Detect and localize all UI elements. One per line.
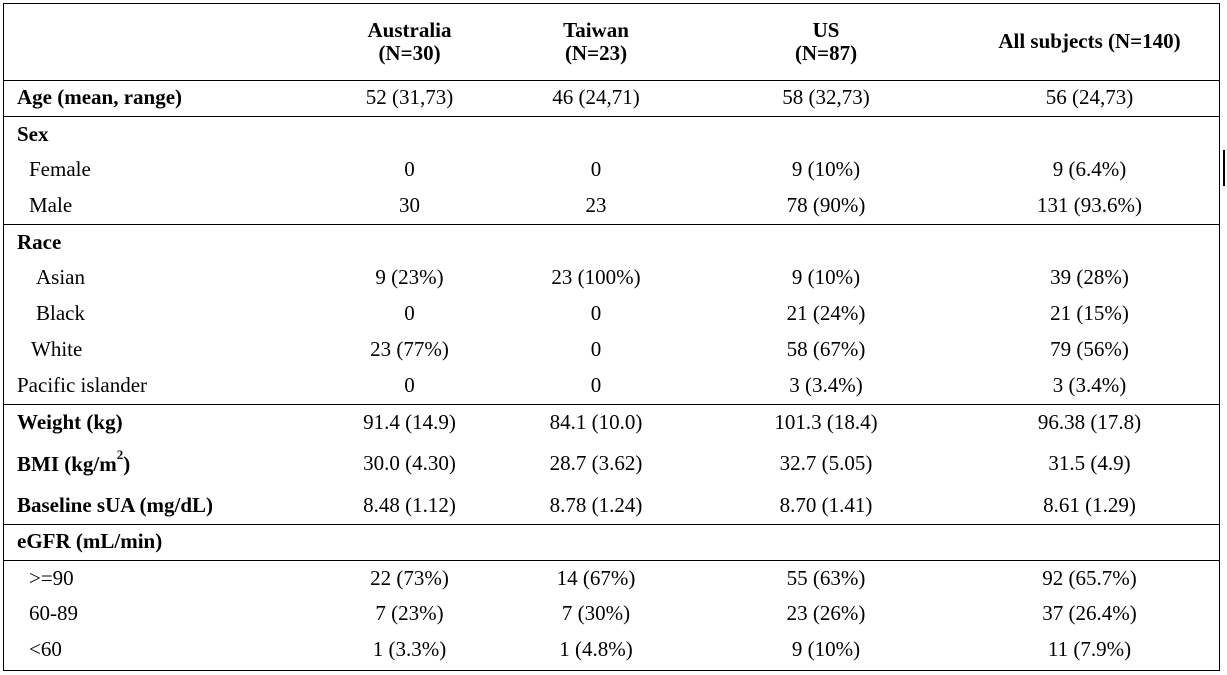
cell-value: 7 (23%) — [375, 601, 444, 626]
cell-value: 0 — [590, 157, 602, 182]
cell-value: 131 (93.6%) — [1037, 193, 1142, 218]
cell-value: 92 (65.7%) — [960, 559, 1219, 596]
row-label: BMI (kg/m2) — [17, 446, 131, 476]
section-label: Race — [4, 223, 319, 260]
cell-value: 0 — [404, 157, 415, 182]
row-label: Weight (kg) — [4, 403, 319, 440]
cell-value: 9 (10%) — [791, 265, 861, 290]
cell-value: 0 — [590, 301, 602, 326]
cell-value: 37 (26.4%) — [1042, 601, 1137, 626]
table-row-egfr-60-89: 60-89 7 (23%) 7 (30%) 23 (26%) 37 (26.4%… — [4, 596, 1219, 632]
cell-value: 0 — [404, 373, 415, 398]
cell-value: 55 (63%) — [692, 559, 960, 596]
row-label: Asian — [36, 265, 85, 290]
cell-value: 23 (77%) — [370, 337, 449, 362]
table-row-pacific-islander: Pacific islander 0 0 3 (3.4%) 3 (3.4%) — [4, 368, 1219, 404]
row-label: 60-89 — [29, 601, 78, 626]
cell-value: 56 (24,73) — [1045, 85, 1134, 110]
cell-value: 8.70 (1.41) — [779, 493, 873, 518]
table-row-baseline-sua: Baseline sUA (mg/dL) 8.48 (1.12) 8.78 (1… — [4, 488, 1219, 524]
cell-value: 9 (10%) — [791, 637, 861, 662]
row-label: Black — [36, 301, 85, 326]
cell-value: 9 (6.4%) — [1052, 157, 1127, 182]
cell-value: 0 — [590, 373, 602, 398]
table-row-sex-heading: Sex — [4, 115, 1219, 152]
cell-value: 9 (23%) — [375, 265, 444, 290]
row-label: White — [31, 337, 83, 362]
demographics-table: Australia (N=30) Taiwan (N=23) US (N=87)… — [4, 4, 1219, 668]
row-label: Baseline sUA (mg/dL) — [17, 493, 214, 518]
cell-value: 91.4 (14.9) — [319, 403, 500, 440]
table-row-male: Male 30 23 78 (90%) 131 (93.6%) — [4, 188, 1219, 224]
row-label: Age (mean, range) — [17, 85, 183, 110]
cell-value: 21 (15%) — [1050, 301, 1129, 326]
table-row-age: Age (mean, range) 52 (31,73) 46 (24,71) … — [4, 80, 1219, 116]
cell-value: 58 (32,73) — [782, 85, 870, 110]
section-label: eGFR (mL/min) — [4, 523, 319, 560]
table-frame — [3, 3, 1220, 671]
cell-value: 101.3 (18.4) — [692, 403, 960, 440]
cell-value: 21 (24%) — [786, 301, 866, 326]
cell-value: 39 (28%) — [1050, 265, 1129, 290]
header-australia: Australia (N=30) — [319, 4, 500, 81]
cell-value: 31.5 (4.9) — [1048, 451, 1131, 476]
table-row-egfr-lt60: <60 1 (3.3%) 1 (4.8%) 9 (10%) 11 (7.9%) — [4, 632, 1219, 668]
cell-value: 46 (24,71) — [552, 85, 640, 110]
header-all-subjects: All subjects (N=140) — [960, 4, 1219, 81]
cell-value: 3 (3.4%) — [789, 373, 863, 398]
row-label: >=90 — [4, 559, 319, 596]
cell-value: 30 — [399, 193, 420, 218]
table-row-weight: Weight (kg) 91.4 (14.9) 84.1 (10.0) 101.… — [4, 403, 1219, 440]
cell-value: 22 (73%) — [319, 559, 500, 596]
cell-value: 7 (30%) — [561, 601, 631, 626]
table-row-asian: Asian 9 (23%) 23 (100%) 9 (10%) 39 (28%) — [4, 260, 1219, 296]
cell-value: 23 (100%) — [551, 265, 641, 290]
header-us: US (N=87) — [692, 4, 960, 81]
table-row-female: Female 0 0 9 (10%) 9 (6.4%) — [4, 152, 1219, 188]
cell-value: 8.61 (1.29) — [1043, 493, 1136, 518]
cell-value: 8.48 (1.12) — [363, 493, 456, 518]
cell-value: 30.0 (4.30) — [363, 451, 456, 476]
cell-value: 0 — [590, 337, 602, 362]
table-row-black: Black 0 0 21 (24%) 21 (15%) — [4, 296, 1219, 332]
cell-value: 79 (56%) — [1050, 337, 1129, 362]
cell-value: 1 (3.3%) — [372, 637, 447, 662]
table-row-egfr-heading: eGFR (mL/min) — [4, 523, 1219, 560]
row-label: Female — [29, 157, 91, 182]
cell-value: 28.7 (3.62) — [549, 451, 643, 476]
header-blank — [4, 4, 319, 81]
cell-value: 78 (90%) — [786, 193, 866, 218]
edge-mark — [1223, 150, 1225, 186]
row-label: <60 — [29, 637, 62, 662]
cell-value: 84.1 (10.0) — [500, 403, 692, 440]
row-label: Male — [29, 193, 73, 218]
table-row-race-heading: Race — [4, 223, 1219, 260]
cell-value: 0 — [404, 301, 415, 326]
cell-value: 58 (67%) — [786, 337, 866, 362]
cell-value: 8.78 (1.24) — [549, 493, 643, 518]
cell-value: 32.7 (5.05) — [779, 451, 873, 476]
cell-value: 23 — [585, 193, 607, 218]
table-row-egfr-ge90: >=90 22 (73%) 14 (67%) 55 (63%) 92 (65.7… — [4, 559, 1219, 596]
cell-value: 9 (10%) — [791, 157, 861, 182]
cell-value: 14 (67%) — [500, 559, 692, 596]
cell-value: 11 (7.9%) — [1047, 637, 1132, 662]
cell-value: 96.38 (17.8) — [960, 403, 1219, 440]
section-label: Sex — [4, 115, 319, 152]
header-taiwan: Taiwan (N=23) — [500, 4, 692, 81]
table-row-bmi: BMI (kg/m2) 30.0 (4.30) 28.7 (3.62) 32.7… — [4, 440, 1219, 488]
header-row: Australia (N=30) Taiwan (N=23) US (N=87)… — [4, 4, 1219, 81]
cell-value: 1 (4.8%) — [559, 637, 633, 662]
cell-value: 3 (3.4%) — [1052, 373, 1127, 398]
row-label: Pacific islander — [17, 373, 148, 398]
table-row-white: White 23 (77%) 0 58 (67%) 79 (56%) — [4, 332, 1219, 368]
cell-value: 52 (31,73) — [365, 85, 454, 110]
cell-value: 23 (26%) — [786, 601, 866, 626]
